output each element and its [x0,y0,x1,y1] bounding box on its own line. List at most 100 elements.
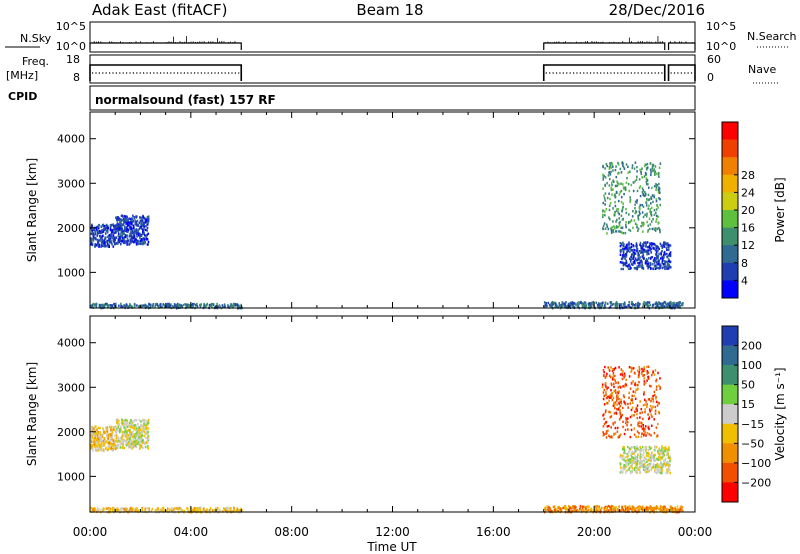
echo-point [104,440,106,443]
echo-point [219,509,221,512]
echo-point [142,446,144,450]
echo-point [669,244,672,247]
echo-point [636,466,638,470]
echo-point [92,237,95,240]
echo-point [636,247,639,251]
echo-point [627,508,629,512]
echo-point [620,398,622,402]
echo-point [668,446,670,449]
echo-point [128,507,131,510]
time-tick-label: 16:00 [476,525,511,539]
echo-point [622,420,624,424]
echo-point [125,509,128,513]
echo-point [655,188,657,192]
echo-point [649,267,652,270]
echo-point [643,367,645,371]
echo-point [90,243,93,246]
echo-point [130,221,133,225]
echo-point [614,401,617,404]
echo-point [560,507,563,511]
echo-point [630,253,633,256]
echo-point [634,457,637,460]
echo-point [166,303,169,307]
echo-point [665,447,668,451]
echo-point [650,214,653,217]
echo-point [643,190,646,194]
echo-point [626,452,629,456]
echo-point [130,442,133,446]
echo-point [568,303,570,306]
echo-point [616,403,618,406]
echo-point [651,166,654,170]
echo-point [130,446,133,450]
echo-point [145,423,148,426]
echo-point [91,242,94,245]
echo-point [122,509,125,512]
echo-point [661,259,664,262]
echo-point [655,379,657,383]
echo-point [120,427,122,431]
echo-point [636,430,639,433]
echo-point [666,468,669,471]
echo-point [632,303,635,306]
echo-point [119,242,122,246]
echo-point [602,374,605,377]
echo-point [101,244,104,248]
echo-point [113,508,115,512]
echo-point [109,435,111,438]
echo-point [576,509,579,513]
echo-point [639,470,642,474]
echo-point [659,463,661,466]
echo-point [662,465,665,469]
echo-point [659,302,662,305]
echo-point [109,425,111,429]
echo-point [92,239,95,242]
echo-point [110,428,112,431]
echo-point [647,470,649,474]
echo-point [615,184,618,188]
echo-point [591,508,593,512]
echo-point [659,377,661,380]
echo-point [641,190,644,194]
echo-point [131,430,134,434]
echo-point [126,234,129,237]
echo-point [628,246,630,249]
cpid-label: CPID [8,90,37,103]
echo-point [640,372,643,375]
echo-point [619,386,622,389]
echo-point [644,173,647,177]
echo-point [620,171,623,174]
echo-point [142,304,145,307]
colorbar-tick-label: 20 [741,204,755,217]
echo-point [623,446,625,449]
echo-point [99,439,102,442]
echo-point [660,302,663,306]
echo-point [654,227,657,230]
echo-point [648,408,651,411]
echo-point [638,468,641,472]
echo-point [124,235,127,239]
echo-point [636,223,638,227]
echo-point [652,405,654,408]
echo-point [630,366,632,369]
echo-point [623,167,626,170]
echo-point [144,436,147,439]
echo-point [653,418,656,421]
echo-point [162,506,165,510]
echo-point [103,444,105,447]
echo-point [112,234,114,237]
echo-point [115,439,117,442]
echo-point [641,203,644,207]
colorbar-swatch [722,139,738,158]
echo-point [616,207,618,211]
echo-point [130,507,132,511]
echo-point [673,508,676,511]
echo-point [602,431,604,434]
echo-point [606,182,608,185]
echo-point [644,457,647,460]
echo-point [645,201,647,204]
echo-point [629,415,632,419]
echo-point [564,505,567,508]
echo-point [134,230,136,233]
echo-point [657,470,659,474]
